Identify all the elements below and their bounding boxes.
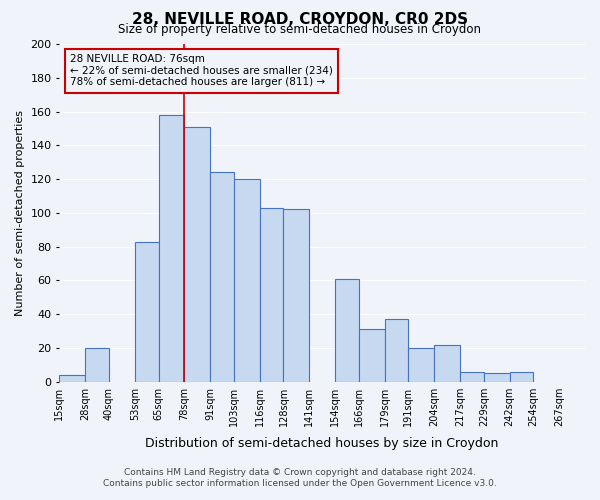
Bar [210, 172, 234, 382]
Text: 28, NEVILLE ROAD, CROYDON, CR0 2DS: 28, NEVILLE ROAD, CROYDON, CR0 2DS [132, 12, 468, 28]
Y-axis label: Number of semi-detached properties: Number of semi-detached properties [15, 110, 25, 316]
Bar [460, 372, 484, 382]
Text: Contains HM Land Registry data © Crown copyright and database right 2024.
Contai: Contains HM Land Registry data © Crown c… [103, 468, 497, 487]
Bar [359, 330, 385, 382]
Bar [260, 208, 283, 382]
Bar [283, 210, 309, 382]
Bar [409, 348, 434, 382]
Text: Size of property relative to semi-detached houses in Croydon: Size of property relative to semi-detach… [119, 22, 482, 36]
Text: 28 NEVILLE ROAD: 76sqm
← 22% of semi-detached houses are smaller (234)
78% of se: 28 NEVILLE ROAD: 76sqm ← 22% of semi-det… [70, 54, 333, 88]
Bar [135, 242, 158, 382]
Bar [85, 348, 109, 382]
Bar [59, 375, 85, 382]
Bar [184, 126, 210, 382]
Bar [385, 319, 409, 382]
Bar [434, 344, 460, 382]
Bar [484, 373, 509, 382]
Bar [509, 372, 533, 382]
Bar [335, 278, 359, 382]
X-axis label: Distribution of semi-detached houses by size in Croydon: Distribution of semi-detached houses by … [145, 437, 499, 450]
Bar [234, 179, 260, 382]
Bar [158, 115, 184, 382]
